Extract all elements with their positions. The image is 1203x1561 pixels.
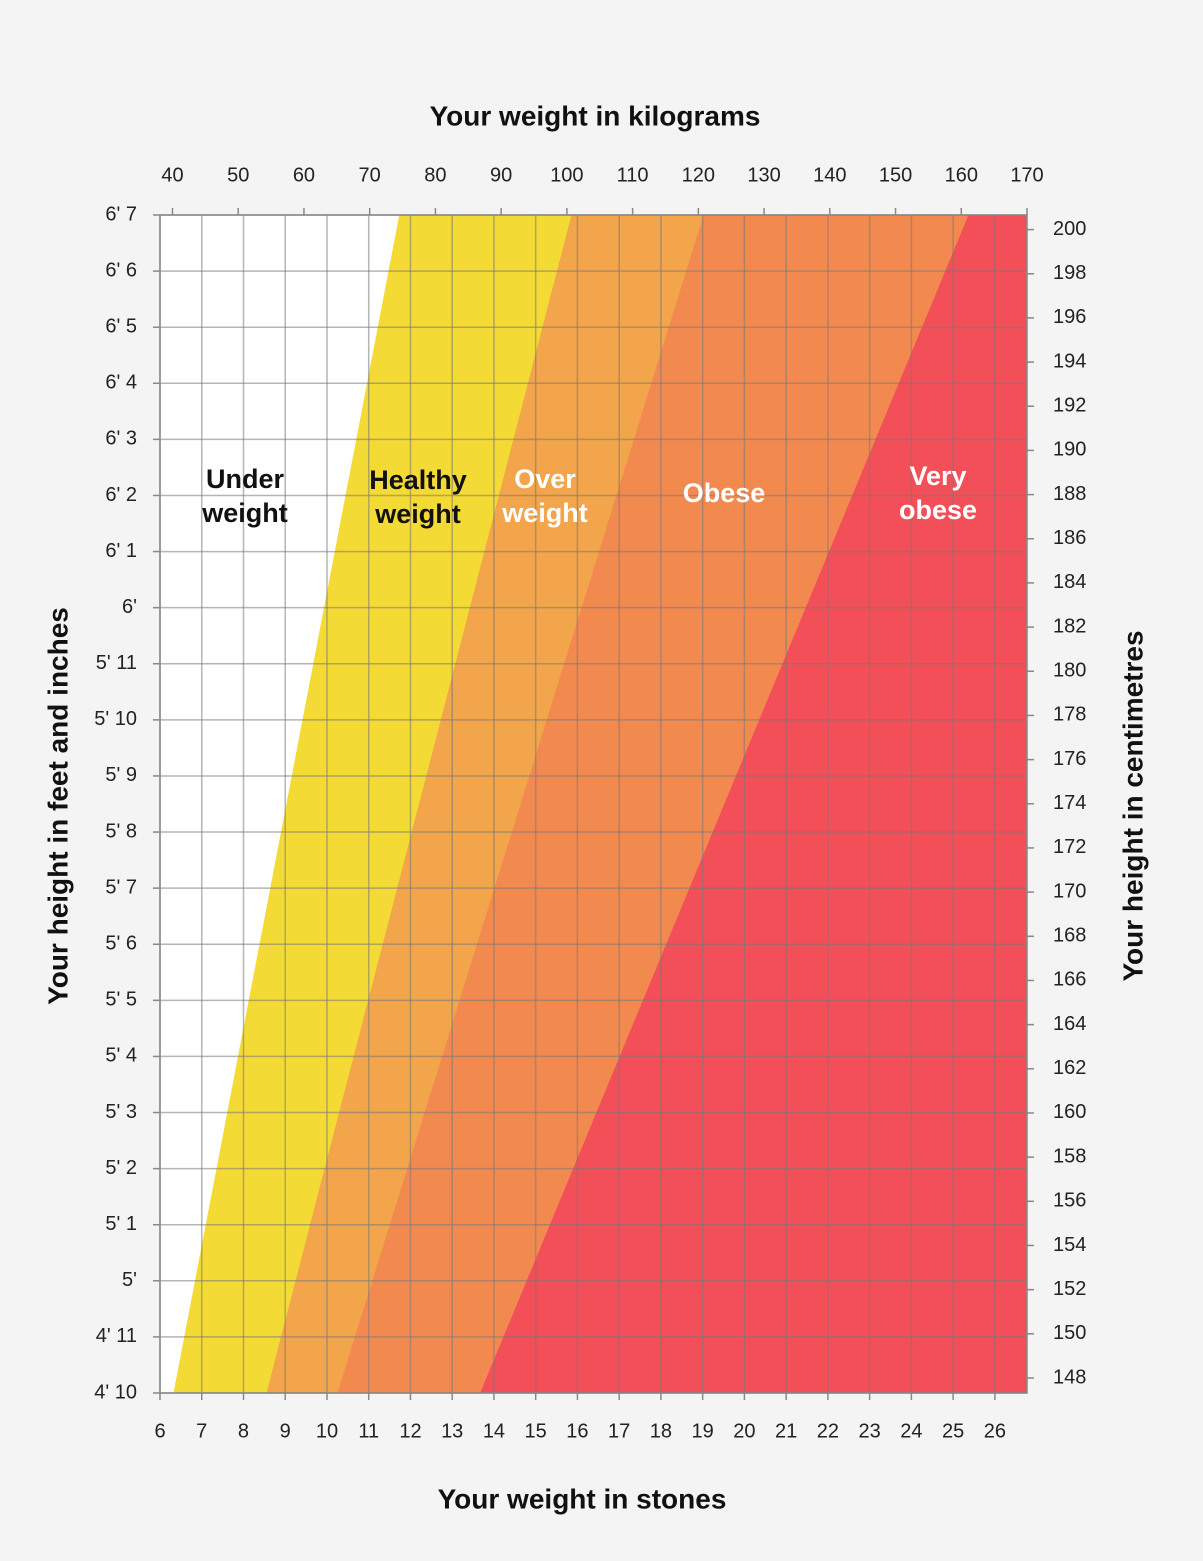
x-tick-label: 100 [550, 164, 583, 186]
x2-tick-label: 20 [733, 1420, 755, 1442]
y2-tick-label: 190 [1053, 439, 1086, 461]
x2-tick-label: 11 [358, 1420, 379, 1442]
y-tick-label: 5' 10 [94, 708, 137, 730]
y2-tick-label: 172 [1053, 836, 1086, 858]
y-tick-label: 5' 4 [105, 1045, 137, 1067]
x-tick-label: 70 [359, 164, 381, 186]
x-tick-label: 120 [682, 164, 715, 186]
x-tick-label: 150 [879, 164, 912, 186]
x2-tick-label: 25 [942, 1420, 964, 1442]
x-tick-label: 50 [227, 164, 249, 186]
y-tick-label: 5' [122, 1269, 137, 1291]
y2-tick-label: 176 [1053, 748, 1086, 770]
x-tick-label: 160 [945, 164, 978, 186]
y-tick-label: 4' 11 [96, 1325, 137, 1347]
x-tick-label: 130 [747, 164, 780, 186]
bmi-band [480, 215, 1027, 1393]
y-tick-label: 6' 1 [105, 540, 137, 562]
x-tick-label: 110 [617, 164, 649, 186]
y-tick-label: 6' 4 [105, 372, 137, 394]
y2-tick-label: 184 [1053, 571, 1086, 593]
y2-tick-label: 170 [1053, 880, 1086, 902]
band-label: Very [909, 461, 966, 491]
band-label: weight [374, 499, 461, 529]
y-tick-label: 5' 9 [105, 764, 137, 786]
y2-tick-label: 186 [1053, 527, 1086, 549]
x2-tick-label: 7 [196, 1420, 207, 1442]
y2-tick-label: 192 [1053, 395, 1086, 417]
x2-tick-label: 9 [280, 1420, 291, 1442]
y2-tick-label: 156 [1053, 1190, 1086, 1212]
y-tick-label: 6' 3 [105, 428, 137, 450]
y2-tick-label: 152 [1053, 1278, 1086, 1300]
y-tick-label: 4' 10 [94, 1381, 137, 1403]
x-axis-title: Your weight in kilograms [430, 100, 761, 131]
y2-tick-label: 200 [1053, 218, 1086, 240]
band-label: obese [899, 495, 977, 525]
y2-tick-label: 174 [1053, 792, 1086, 814]
y2-tick-label: 188 [1053, 483, 1086, 505]
x2-tick-label: 12 [399, 1420, 421, 1442]
band-label: Healthy [369, 465, 467, 495]
y-tick-label: 6' 7 [105, 203, 137, 225]
y2-tick-label: 160 [1053, 1101, 1086, 1123]
x-tick-label: 90 [490, 164, 512, 186]
x2-tick-label: 6 [154, 1420, 165, 1442]
y-axis-title: Your height in feet and inches [42, 607, 73, 1005]
y2-tick-label: 154 [1053, 1234, 1086, 1256]
x2-tick-label: 17 [608, 1420, 630, 1442]
y-tick-label: 5' 11 [96, 652, 137, 674]
y2-tick-label: 166 [1053, 969, 1086, 991]
y-tick-label: 5' 6 [105, 933, 137, 955]
y2-tick-label: 178 [1053, 704, 1086, 726]
x2-tick-label: 16 [566, 1420, 588, 1442]
x-tick-label: 40 [161, 164, 183, 186]
band-label: weight [201, 498, 288, 528]
band-label: Under [206, 464, 285, 494]
y-tick-label: 5' 7 [105, 876, 137, 898]
x2-tick-label: 8 [238, 1420, 249, 1442]
x2-tick-label: 22 [817, 1420, 839, 1442]
y-tick-label: 5' 8 [105, 820, 137, 842]
x2-tick-label: 18 [650, 1420, 672, 1442]
x2-tick-label: 24 [900, 1420, 922, 1442]
x2-axis-title: Your weight in stones [438, 1483, 727, 1514]
y-tick-label: 5' 3 [105, 1101, 137, 1123]
x-tick-label: 80 [424, 164, 446, 186]
y2-tick-label: 194 [1053, 350, 1086, 372]
y2-tick-label: 162 [1053, 1057, 1086, 1079]
x-tick-label: 170 [1010, 164, 1043, 186]
x2-tick-label: 10 [316, 1420, 338, 1442]
y2-tick-label: 150 [1053, 1322, 1086, 1344]
x2-tick-label: 14 [483, 1420, 505, 1442]
y-tick-label: 6' [122, 596, 137, 618]
y-tick-label: 5' 1 [105, 1213, 137, 1235]
x2-tick-label: 26 [984, 1420, 1006, 1442]
x-tick-label: 60 [293, 164, 315, 186]
band-label: Over [514, 464, 576, 494]
y2-tick-label: 148 [1053, 1366, 1086, 1388]
x-tick-label: 140 [813, 164, 846, 186]
x2-tick-label: 13 [441, 1420, 463, 1442]
y2-tick-label: 164 [1053, 1013, 1086, 1035]
y-tick-label: 6' 5 [105, 315, 137, 337]
band-label: Obese [683, 478, 766, 508]
y2-tick-label: 168 [1053, 925, 1086, 947]
y2-tick-label: 158 [1053, 1145, 1086, 1167]
y2-tick-label: 180 [1053, 660, 1086, 682]
y-tick-label: 6' 2 [105, 484, 137, 506]
x2-tick-label: 23 [859, 1420, 881, 1442]
y2-axis-title: Your height in centimetres [1117, 630, 1148, 981]
band-label: weight [501, 498, 588, 528]
y2-tick-label: 196 [1053, 306, 1086, 328]
x2-tick-label: 21 [775, 1420, 797, 1442]
y-tick-label: 5' 5 [105, 989, 137, 1011]
y2-tick-label: 198 [1053, 262, 1086, 284]
y-tick-label: 5' 2 [105, 1157, 137, 1179]
y2-tick-label: 182 [1053, 615, 1086, 637]
x2-tick-label: 19 [692, 1420, 714, 1442]
x2-tick-label: 15 [525, 1420, 547, 1442]
y-tick-label: 6' 6 [105, 259, 137, 281]
